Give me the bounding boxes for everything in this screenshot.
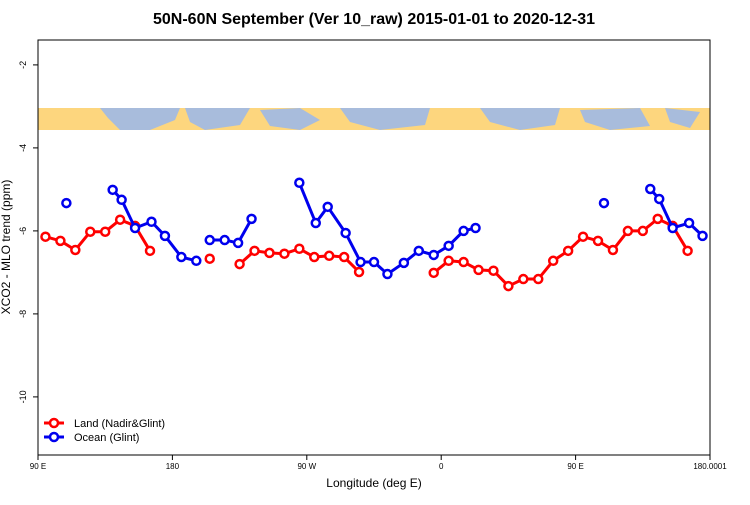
y-tick-label: -2 <box>18 61 28 69</box>
data-point <box>116 194 127 206</box>
data-point <box>697 230 708 242</box>
data-point <box>622 225 634 237</box>
data-point <box>114 214 126 225</box>
data-point <box>353 266 365 278</box>
data-point <box>443 255 454 267</box>
data-point <box>232 237 244 249</box>
data-point <box>61 197 72 209</box>
data-point <box>667 222 678 234</box>
data-point <box>322 201 333 213</box>
data-point <box>413 245 425 257</box>
data-point <box>85 226 96 237</box>
data-point <box>249 245 260 257</box>
x-tick-label: 180.0001 <box>693 462 727 471</box>
data-point <box>368 256 380 268</box>
data-point <box>592 235 604 247</box>
data-point <box>146 216 157 228</box>
x-tick-label: 90 W <box>297 462 316 471</box>
y-tick-label: -4 <box>18 144 28 152</box>
data-point <box>645 183 656 195</box>
data-point <box>323 250 335 262</box>
data-point <box>40 231 51 242</box>
data-point <box>99 226 111 237</box>
x-tick-label: 90 E <box>30 462 46 471</box>
data-point <box>107 184 118 196</box>
data-point <box>652 213 663 225</box>
data-point <box>607 244 619 256</box>
data-point <box>488 265 499 276</box>
x-tick-label: 90 E <box>567 462 583 471</box>
data-point <box>398 257 410 269</box>
data-point <box>340 227 351 239</box>
data-point <box>234 258 245 270</box>
data-point <box>503 280 514 292</box>
data-point <box>204 234 215 246</box>
data-point <box>144 245 156 257</box>
y-tick-label: -8 <box>18 310 28 318</box>
data-point <box>294 243 305 254</box>
data-point <box>458 256 469 268</box>
data-point <box>55 235 66 247</box>
data-point <box>159 230 171 242</box>
data-point <box>577 231 589 242</box>
data-point <box>637 225 649 237</box>
legend-label: Ocean (Glint) <box>74 432 139 444</box>
x-tick-label: 0 <box>439 462 444 471</box>
data-point <box>264 247 275 259</box>
data-point <box>338 251 350 263</box>
data-point <box>547 255 559 267</box>
x-axis-label: Longitude (deg E) <box>326 476 421 490</box>
map-band <box>38 108 710 130</box>
data-point <box>70 244 81 256</box>
data-point <box>191 255 202 267</box>
data-point <box>458 225 469 237</box>
chart-title: 50N-60N September (Ver 10_raw) 2015-01-0… <box>153 11 595 28</box>
data-point <box>246 213 257 225</box>
data-point <box>204 253 215 264</box>
data-point <box>443 240 454 252</box>
y-axis-label: XCO2 - MLO trend (ppm) <box>0 180 13 315</box>
legend-marker <box>48 417 60 429</box>
y-tick-label: -10 <box>18 390 28 403</box>
data-point <box>562 245 574 257</box>
data-point <box>382 268 393 280</box>
data-point <box>683 217 695 229</box>
data-point <box>129 222 141 234</box>
data-point <box>470 222 481 234</box>
legend-marker <box>48 431 60 443</box>
data-point <box>682 245 693 257</box>
data-point <box>533 273 544 285</box>
x-tick-label: 180 <box>166 462 180 471</box>
data-point <box>279 248 290 259</box>
data-point <box>176 251 187 263</box>
data-point <box>355 256 366 268</box>
data-point <box>653 193 665 205</box>
data-point <box>518 273 529 285</box>
data-point <box>219 234 230 246</box>
data-point <box>473 264 484 276</box>
data-point <box>428 249 439 261</box>
y-tick-label: -6 <box>18 227 28 235</box>
legend-label: Land (Nadir&Glint) <box>74 418 165 430</box>
series-line <box>45 217 689 288</box>
data-point <box>310 217 322 229</box>
data-point <box>428 267 439 279</box>
data-point <box>598 197 610 209</box>
data-point <box>309 251 320 263</box>
data-point <box>294 177 305 189</box>
plot-frame <box>37 39 711 456</box>
